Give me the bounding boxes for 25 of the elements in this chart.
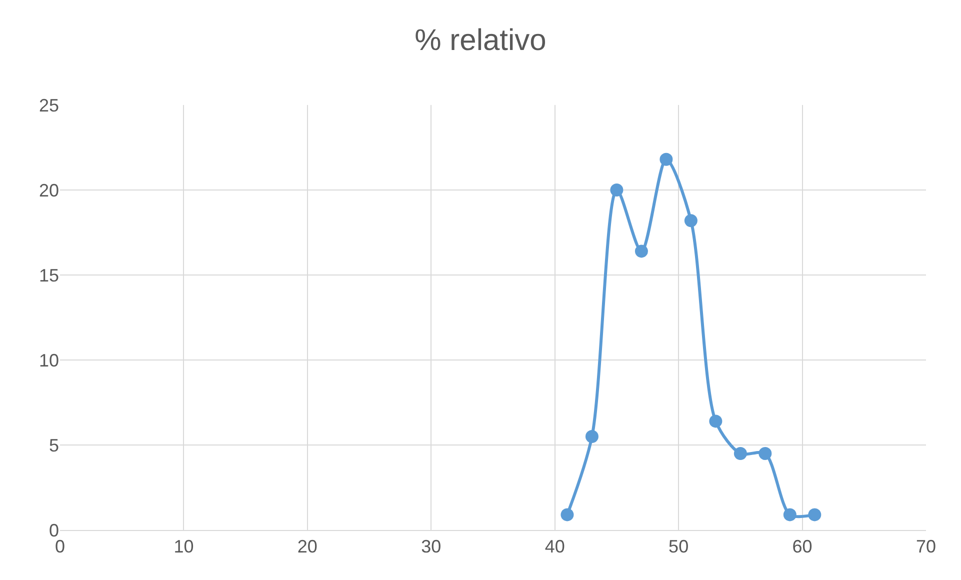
x-tick-label: 40 bbox=[544, 536, 565, 557]
x-tick-label: 60 bbox=[792, 536, 812, 557]
y-tick-label: 20 bbox=[38, 180, 59, 200]
y-tick-label: 5 bbox=[48, 435, 59, 456]
x-tick-label: 30 bbox=[421, 536, 442, 557]
point bbox=[560, 508, 574, 522]
x-tick-label: 70 bbox=[916, 536, 936, 557]
point bbox=[758, 447, 772, 460]
point bbox=[808, 508, 822, 522]
point bbox=[660, 152, 673, 166]
x-tick-label: 10 bbox=[174, 536, 194, 557]
point bbox=[684, 214, 698, 228]
x-tick-label: 20 bbox=[297, 536, 318, 557]
point bbox=[634, 244, 648, 258]
chart-title: % relativo bbox=[414, 24, 546, 57]
y-tick-label: 25 bbox=[38, 95, 59, 116]
point bbox=[783, 508, 796, 522]
point bbox=[734, 447, 747, 460]
point bbox=[585, 430, 598, 443]
x-tick-label: 50 bbox=[668, 536, 689, 557]
y-tick-label: 15 bbox=[38, 265, 59, 286]
point bbox=[610, 184, 624, 196]
y-tick-label: 0 bbox=[48, 520, 59, 540]
point bbox=[709, 414, 722, 428]
y-tick-label: 10 bbox=[38, 350, 59, 370]
